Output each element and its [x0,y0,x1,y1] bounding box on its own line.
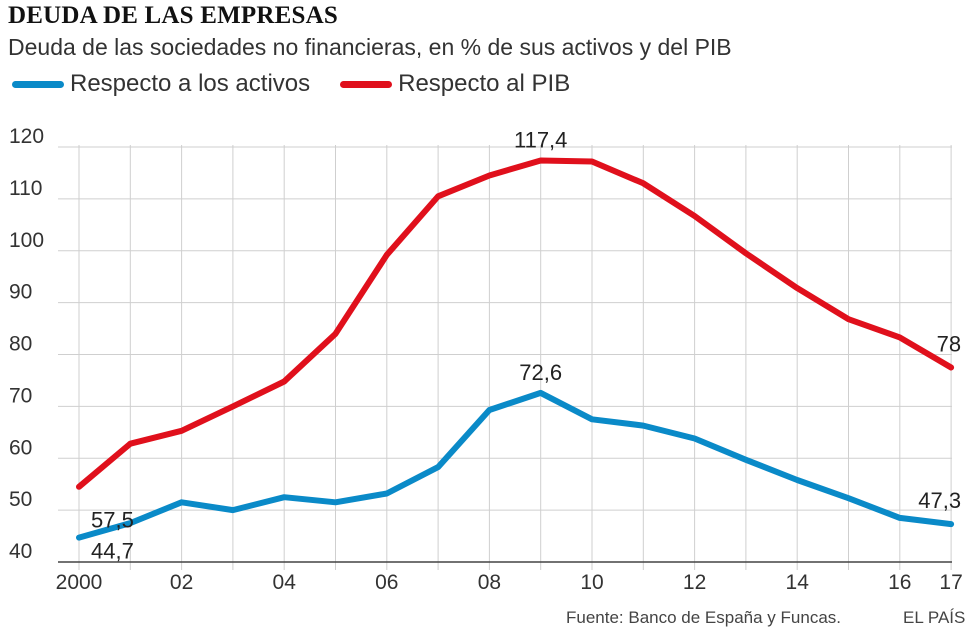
y-tick-label: 80 [9,333,32,356]
legend-item-pib: Respecto al PIB [336,70,570,98]
point-activos [694,438,696,440]
x-tick-label: 06 [375,571,398,594]
data-label: 57,5 [91,508,134,533]
series-line-activos [76,389,955,541]
point-pib [540,159,542,161]
point-pib [386,254,388,256]
point-pib [950,366,952,368]
point-activos [642,425,644,427]
legend-item-activos: Respecto a los activos [8,70,310,98]
data-label: 78 [937,331,961,356]
point-activos [899,517,901,519]
x-tick-label: 04 [273,571,297,594]
point-activos [796,479,798,481]
point-pib [899,336,901,338]
chart-subtitle: Deuda de las sociedades no financieras, … [8,34,732,60]
y-tick-label: 120 [9,125,44,148]
point-pib [78,486,80,488]
point-pib [283,380,285,382]
point-activos [78,537,80,539]
point-pib [642,182,644,184]
x-tick-label: 2000 [56,571,103,594]
point-activos [335,501,336,503]
y-tick-label: 40 [9,540,32,563]
point-activos [540,392,542,394]
point-activos [745,459,747,461]
data-label: 72,6 [519,360,562,385]
x-tick-label: 12 [683,571,706,594]
point-activos [386,493,388,495]
point-pib [335,333,336,335]
source-note: Fuente: Banco de España y Funcas. [566,608,842,627]
point-activos [232,509,234,511]
point-activos [129,522,131,524]
y-tick-label: 110 [9,177,42,200]
legend-label-pib: Respecto al PIB [398,70,571,97]
point-pib [848,318,849,320]
series-line-pib [76,157,955,490]
y-tick-label: 60 [9,436,32,459]
x-tick-label: 14 [786,571,810,594]
legend-swatch-activos [12,80,64,88]
y-tick-label: 70 [9,384,32,407]
point-activos [488,409,490,411]
chart-title: DEUDA DE LAS EMPRESAS [8,2,338,29]
point-activos [181,501,183,503]
x-tick-label: 16 [888,571,911,594]
x-tick-label: 02 [170,571,193,594]
y-tick-label: 100 [9,229,44,252]
point-pib [232,405,234,407]
x-tick-label: 08 [478,571,501,594]
point-pib [745,252,747,254]
x-tick-label: 10 [580,571,603,594]
y-tick-label: 90 [9,281,32,304]
legend: Respecto a los activos Respecto al PIB [8,70,596,98]
point-pib [437,195,439,197]
point-pib [488,175,490,177]
point-pib [694,215,696,217]
data-label: 117,4 [514,127,567,152]
point-activos [848,497,849,499]
point-pib [796,287,798,289]
point-pib [591,161,593,163]
point-activos [591,418,593,420]
point-pib [181,430,183,432]
data-label: 44,7 [91,539,134,564]
y-tick-label: 50 [9,488,32,511]
point-pib [129,443,131,445]
point-activos [283,496,285,498]
brand-credit: EL PAÍS [903,608,966,627]
legend-label-activos: Respecto a los activos [70,70,311,97]
point-activos [950,523,952,525]
point-activos [437,466,439,468]
x-tick-label: 17 [939,571,962,594]
data-label: 47,3 [918,488,961,513]
legend-swatch-pib [340,80,393,88]
